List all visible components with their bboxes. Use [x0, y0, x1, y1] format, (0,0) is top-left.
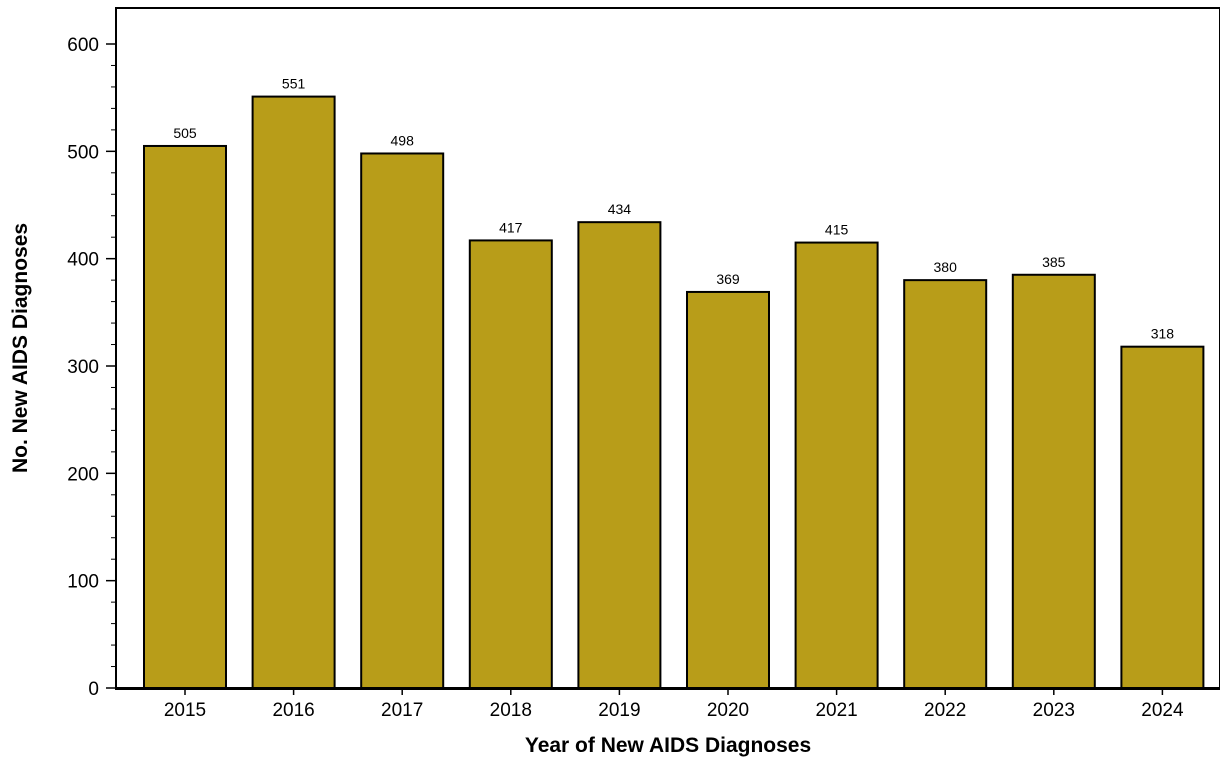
y-tick-label: 200 [67, 464, 99, 485]
x-tick-label: 2022 [924, 700, 966, 721]
x-tick-label: 2021 [815, 700, 857, 721]
data-label-2024: 318 [1151, 326, 1175, 342]
data-labels: 505 551 498 417 434 369 415 380 385 318 [173, 76, 1174, 342]
y-tick-label: 100 [67, 572, 99, 593]
x-tick-label: 2020 [707, 700, 749, 721]
y-axis-title: No. New AIDS Diagnoses [9, 223, 32, 473]
x-axis-title: Year of New AIDS Diagnoses [525, 734, 811, 757]
bar-2021 [794, 241, 879, 689]
data-label-2015: 505 [173, 125, 197, 141]
data-label-2023: 385 [1042, 254, 1066, 270]
bar-2019 [577, 221, 662, 689]
data-label-2016: 551 [282, 76, 306, 92]
bar-2018 [468, 239, 553, 689]
bar-2017 [360, 152, 445, 690]
data-label-2021: 415 [825, 222, 849, 238]
bars [143, 95, 1205, 690]
bar-2022 [903, 279, 988, 689]
x-tick-label: 2024 [1141, 700, 1184, 721]
y-tick-label: 300 [67, 357, 99, 378]
x-tick-label: 2023 [1033, 700, 1075, 721]
data-label-2020: 369 [716, 271, 740, 287]
x-tick-label: 2015 [164, 700, 206, 721]
bar-2023 [1011, 273, 1096, 689]
x-tick-label: 2019 [598, 700, 640, 721]
data-label-2022: 380 [934, 259, 958, 275]
bar-2015 [143, 144, 227, 689]
y-tick-label: 0 [88, 679, 99, 700]
x-tick-label: 2016 [272, 700, 314, 721]
y-tick-label: 500 [67, 142, 99, 163]
bar-2016 [251, 95, 336, 690]
x-tick-label: 2017 [381, 700, 423, 721]
y-axis: 0 100 200 300 400 500 600 [67, 35, 116, 700]
data-label-2018: 417 [499, 219, 523, 235]
data-label-2019: 434 [608, 201, 632, 217]
bar-2024 [1120, 345, 1205, 689]
bar-2020 [686, 290, 770, 689]
x-tick-label: 2018 [490, 700, 532, 721]
data-label-2017: 498 [391, 132, 415, 148]
y-tick-label: 600 [67, 35, 99, 56]
y-tick-label: 400 [67, 250, 99, 271]
x-axis: 2015 2016 2017 2018 2019 2020 2021 2022 2023 2024 [116, 687, 1220, 721]
